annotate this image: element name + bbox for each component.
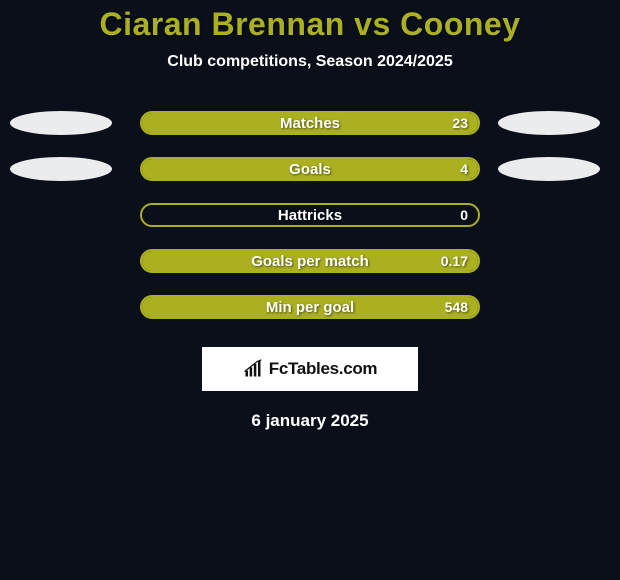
stats-rows: Matches23 Goals4 Hattricks0 Goals per match… — [0, 111, 620, 319]
stat-value: 23 — [452, 115, 468, 131]
stat-label: Min per goal — [142, 299, 478, 316]
stat-bar: Matches23 — [140, 111, 480, 135]
page-title: Ciaran Brennan vs Cooney — [100, 6, 521, 43]
player-ellipse-left — [10, 157, 112, 181]
stat-row: Min per goal548 — [0, 295, 620, 319]
stat-value: 0 — [460, 207, 468, 223]
stat-row: Goals per match0.17 — [0, 249, 620, 273]
stat-bar: Hattricks0 — [140, 203, 480, 227]
player-ellipse-right — [498, 157, 600, 181]
chart-icon — [243, 359, 263, 379]
stat-row: Hattricks0 — [0, 203, 620, 227]
stat-label: Matches — [142, 115, 478, 132]
logo-text: FcTables.com — [269, 359, 378, 379]
stat-value: 548 — [445, 299, 468, 315]
stat-row: Goals4 — [0, 157, 620, 181]
date: 6 january 2025 — [251, 411, 368, 431]
player-ellipse-right — [498, 111, 600, 135]
stat-label: Goals — [142, 161, 478, 178]
stat-value: 0.17 — [441, 253, 468, 269]
logo-box: FcTables.com — [202, 347, 418, 391]
player-ellipse-left — [10, 111, 112, 135]
stat-bar: Min per goal548 — [140, 295, 480, 319]
subtitle: Club competitions, Season 2024/2025 — [167, 53, 452, 71]
stat-bar: Goals4 — [140, 157, 480, 181]
stat-value: 4 — [460, 161, 468, 177]
stat-bar: Goals per match0.17 — [140, 249, 480, 273]
stat-label: Goals per match — [142, 253, 478, 270]
infographic-container: Ciaran Brennan vs Cooney Club competitio… — [0, 0, 620, 580]
stat-row: Matches23 — [0, 111, 620, 135]
stat-label: Hattricks — [142, 207, 478, 224]
